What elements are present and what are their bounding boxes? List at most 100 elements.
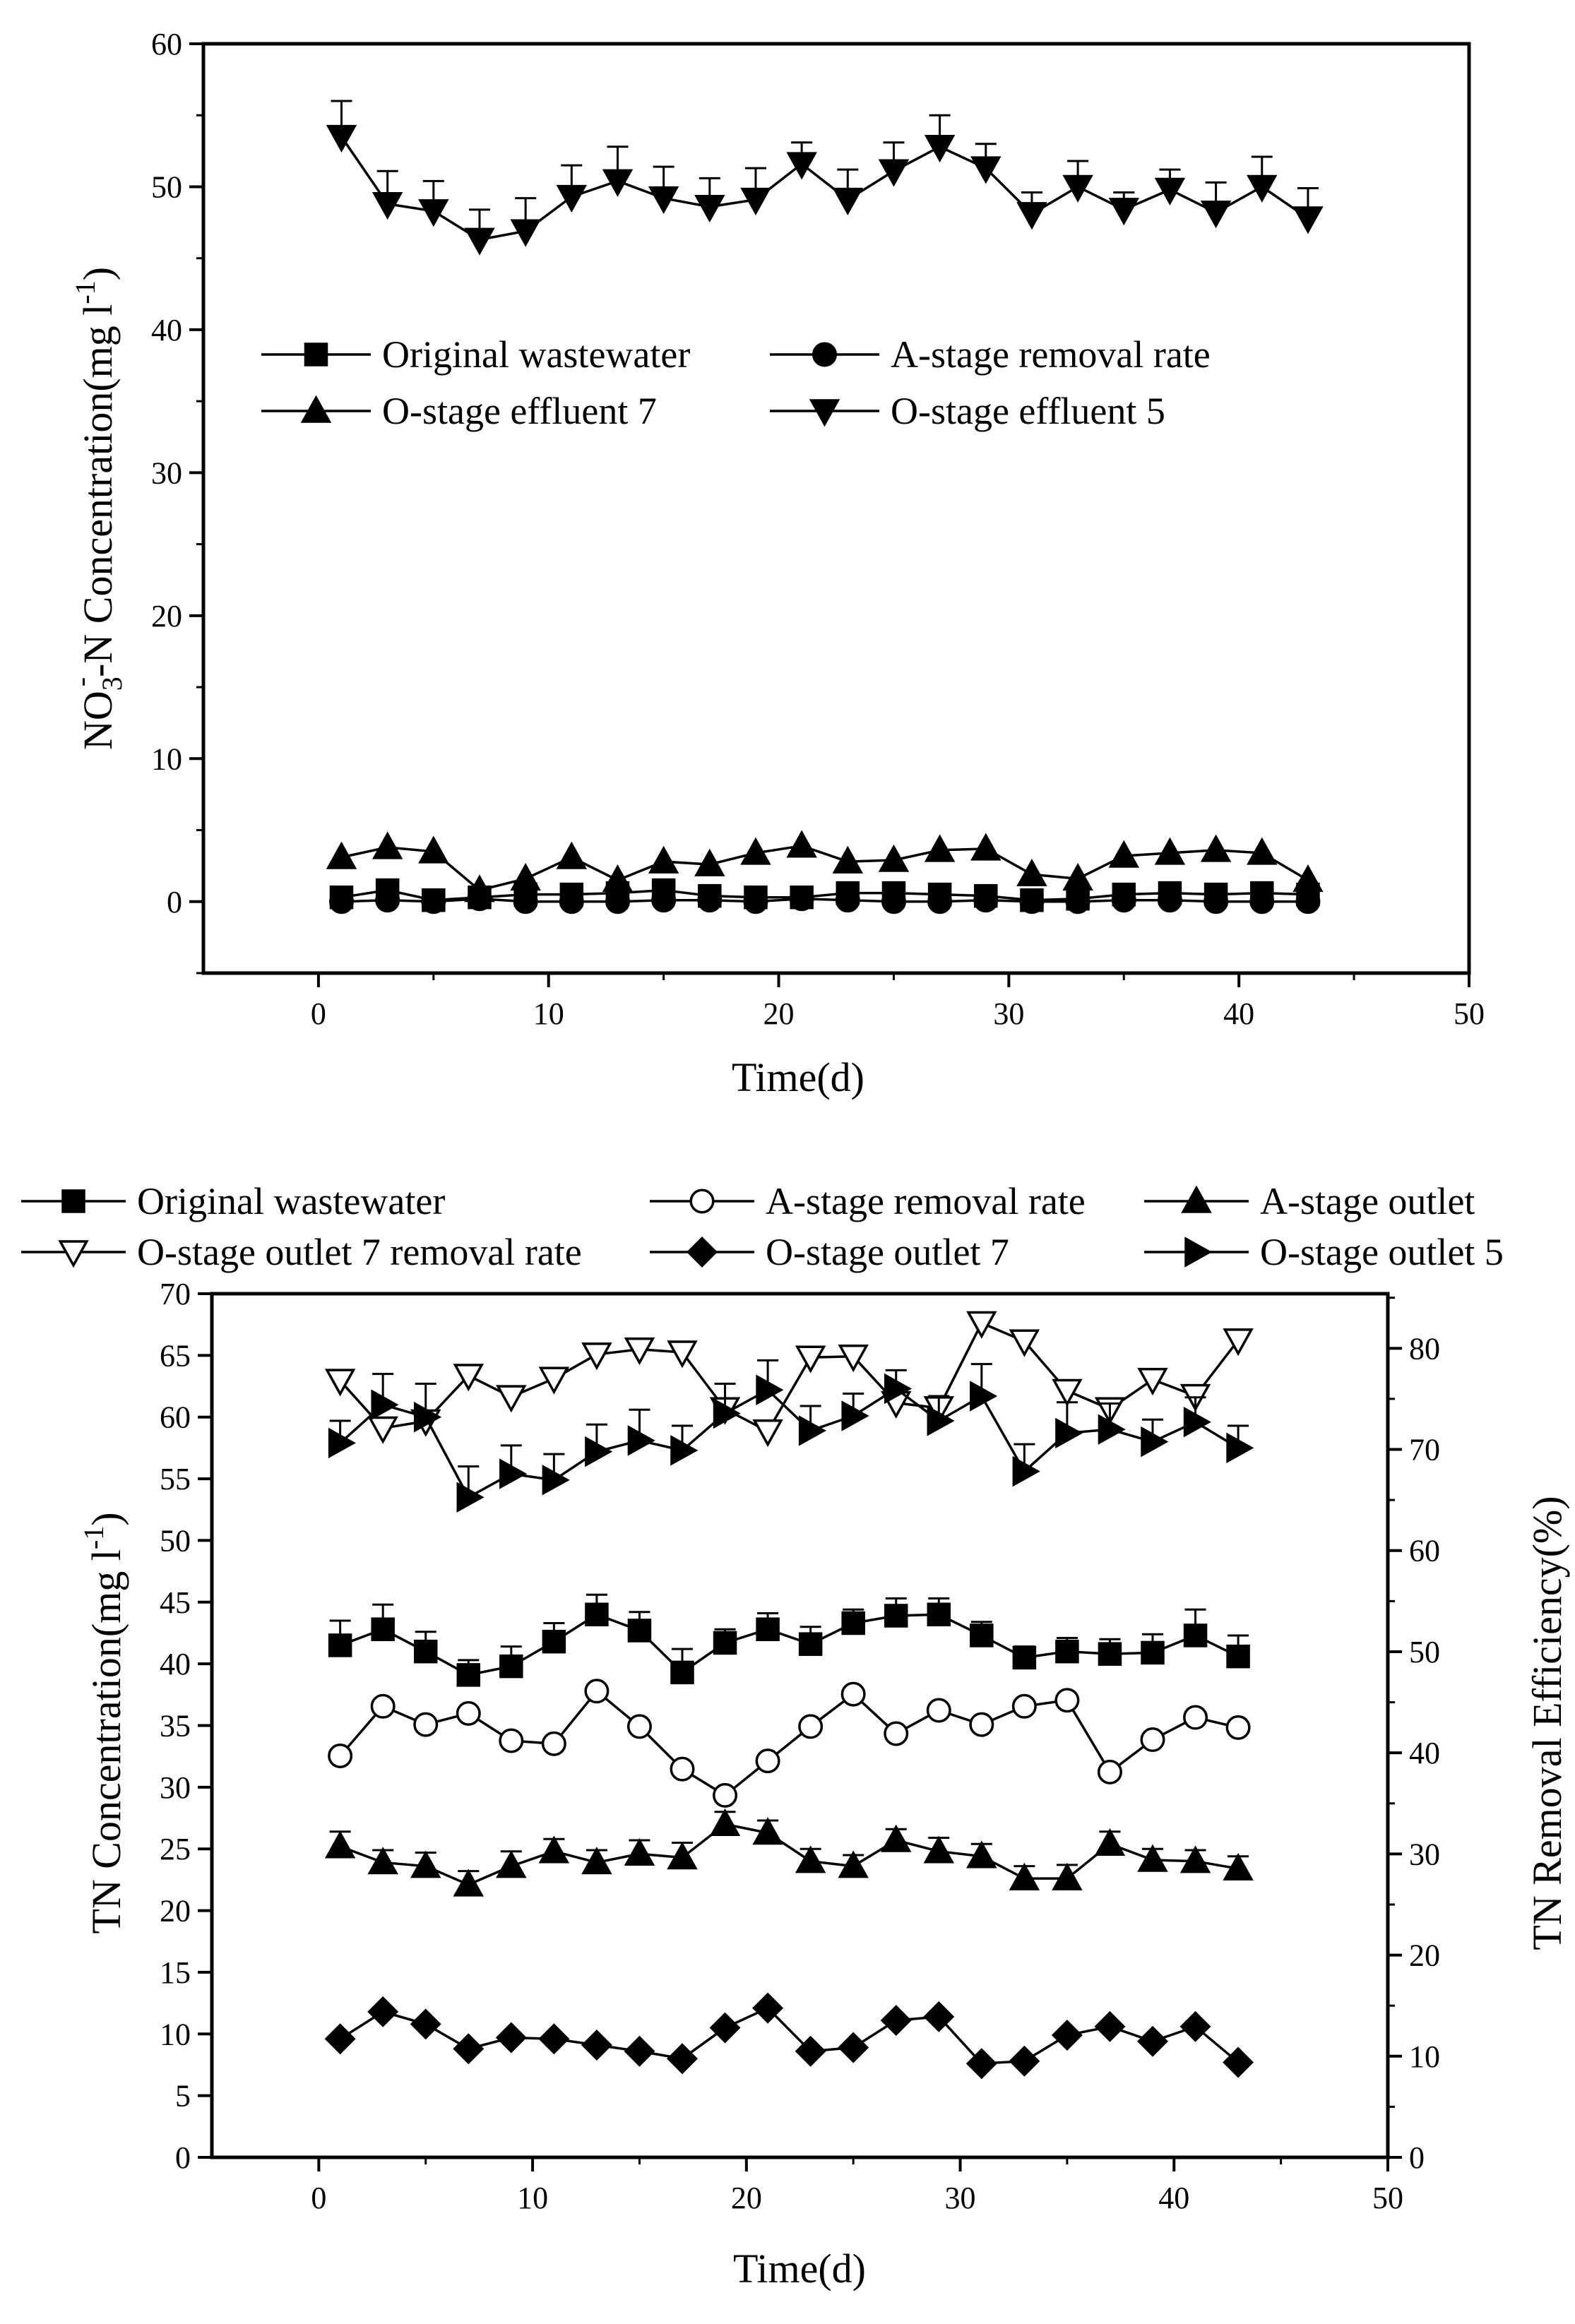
data-point bbox=[832, 845, 864, 874]
data-point bbox=[1141, 1640, 1165, 1665]
data-point bbox=[1097, 1759, 1122, 1784]
chart-total-nitrogen: 0 10 20 30 40 5005101520253035404550556065700… bbox=[21, 1180, 1570, 2292]
data-point bbox=[789, 886, 814, 912]
data-point bbox=[328, 1427, 356, 1459]
data-point bbox=[923, 1835, 954, 1864]
legend-marker bbox=[61, 1189, 85, 1213]
data-point bbox=[786, 152, 817, 180]
series-line bbox=[341, 897, 1308, 903]
data-point bbox=[538, 2023, 570, 2055]
data-point bbox=[410, 2008, 441, 2040]
y-right-tick-label: 30 bbox=[1409, 1837, 1440, 1871]
data-point bbox=[418, 835, 449, 864]
data-point bbox=[1226, 1432, 1254, 1464]
data-point bbox=[326, 124, 357, 153]
series-a-stage-removal-rate bbox=[328, 1679, 1251, 1808]
y-tick-label: 10 bbox=[151, 741, 182, 776]
data-point bbox=[367, 1847, 398, 1875]
data-point bbox=[627, 1425, 655, 1456]
data-point bbox=[371, 1389, 399, 1420]
legend-item-o-stage-outlet-5: O-stage outlet 5 bbox=[1144, 1231, 1504, 1273]
data-point bbox=[1055, 1417, 1083, 1449]
y-left-tick-label: 35 bbox=[160, 1709, 191, 1744]
data-point bbox=[510, 219, 541, 247]
data-point bbox=[1108, 840, 1139, 868]
data-point bbox=[1054, 1688, 1080, 1713]
legend-item-o-stage-effluent-5: O-stage effluent 5 bbox=[770, 390, 1165, 432]
data-point bbox=[1292, 206, 1324, 234]
data-point bbox=[624, 1837, 655, 1866]
data-point bbox=[1011, 1693, 1037, 1719]
y-right-tick-label: 10 bbox=[1409, 2039, 1440, 2074]
x-tick-label: 20 bbox=[763, 996, 795, 1031]
series-line bbox=[339, 2006, 1240, 2066]
data-point bbox=[927, 1405, 955, 1436]
data-point bbox=[927, 1602, 951, 1627]
data-point bbox=[410, 1850, 441, 1878]
data-point bbox=[740, 837, 771, 865]
y-left-tick-label: 10 bbox=[160, 2017, 191, 2051]
data-point bbox=[795, 1845, 826, 1873]
data-point bbox=[581, 1847, 612, 1875]
data-point bbox=[740, 187, 771, 216]
data-point bbox=[1111, 888, 1136, 913]
data-point bbox=[1098, 1642, 1122, 1666]
data-point bbox=[1225, 1715, 1251, 1740]
data-point bbox=[1137, 2025, 1168, 2057]
y-tick-label: 60 bbox=[151, 27, 182, 61]
data-point bbox=[1055, 1639, 1079, 1664]
data-point bbox=[585, 1436, 613, 1467]
data-point bbox=[926, 1698, 951, 1723]
data-point bbox=[375, 888, 400, 913]
data-point bbox=[367, 1416, 398, 1444]
data-point bbox=[838, 2032, 869, 2063]
data-point bbox=[624, 1337, 655, 1366]
data-point bbox=[1154, 837, 1186, 865]
data-point bbox=[795, 2035, 826, 2067]
data-point bbox=[538, 1366, 570, 1395]
y-tick-label: 0 bbox=[167, 885, 182, 919]
data-point bbox=[542, 1465, 570, 1496]
series-o-stage-effluent-7 bbox=[326, 830, 1324, 902]
data-point bbox=[1183, 1406, 1211, 1438]
series-a-stage-outlet bbox=[324, 1808, 1254, 1897]
data-point bbox=[324, 1369, 356, 1397]
data-point bbox=[324, 1830, 356, 1859]
y-left-tick-label: 5 bbox=[175, 2079, 191, 2114]
axis-ticks-top: 0 10 20 30 40 50 0 10 20 30 40 50 60 bbox=[151, 27, 1485, 1031]
data-point bbox=[541, 1731, 566, 1756]
data-point bbox=[1141, 1426, 1169, 1458]
data-point bbox=[1009, 2045, 1040, 2077]
legend-label: Original wastewater bbox=[382, 333, 690, 376]
data-point bbox=[648, 845, 679, 874]
y-axis-title-top: NO3--N Concentration(mg l-1) bbox=[65, 267, 128, 750]
data-point bbox=[1223, 1328, 1254, 1357]
data-point bbox=[970, 1381, 998, 1412]
data-point bbox=[328, 889, 354, 914]
legend-label: O-stage outlet 7 removal rate bbox=[137, 1231, 582, 1273]
data-point bbox=[743, 889, 768, 914]
data-point bbox=[1062, 863, 1093, 891]
data-point bbox=[838, 1345, 869, 1373]
series-a-stage-removal-rate bbox=[328, 886, 1321, 914]
data-point bbox=[1247, 837, 1278, 865]
data-point bbox=[798, 1632, 823, 1656]
series-line bbox=[340, 1613, 1239, 1676]
legend-item-original-wastewater: Original wastewater bbox=[261, 333, 690, 376]
y-left-tick-label: 20 bbox=[160, 1894, 191, 1929]
y-tick-label: 20 bbox=[151, 599, 182, 633]
y-left-tick-label: 65 bbox=[160, 1338, 191, 1373]
x-tick-label: 10 bbox=[533, 996, 564, 1031]
data-point bbox=[605, 889, 630, 914]
data-point bbox=[496, 1385, 527, 1413]
y-tick-label: 40 bbox=[151, 313, 182, 347]
data-point bbox=[667, 1340, 698, 1369]
legend-label: A-stage outlet bbox=[1260, 1180, 1475, 1222]
series-line bbox=[339, 1321, 1240, 1434]
data-point bbox=[372, 831, 403, 859]
data-point bbox=[648, 186, 679, 215]
data-point bbox=[626, 1714, 652, 1739]
legend-marker bbox=[809, 399, 840, 427]
legend-marker bbox=[689, 1188, 715, 1214]
